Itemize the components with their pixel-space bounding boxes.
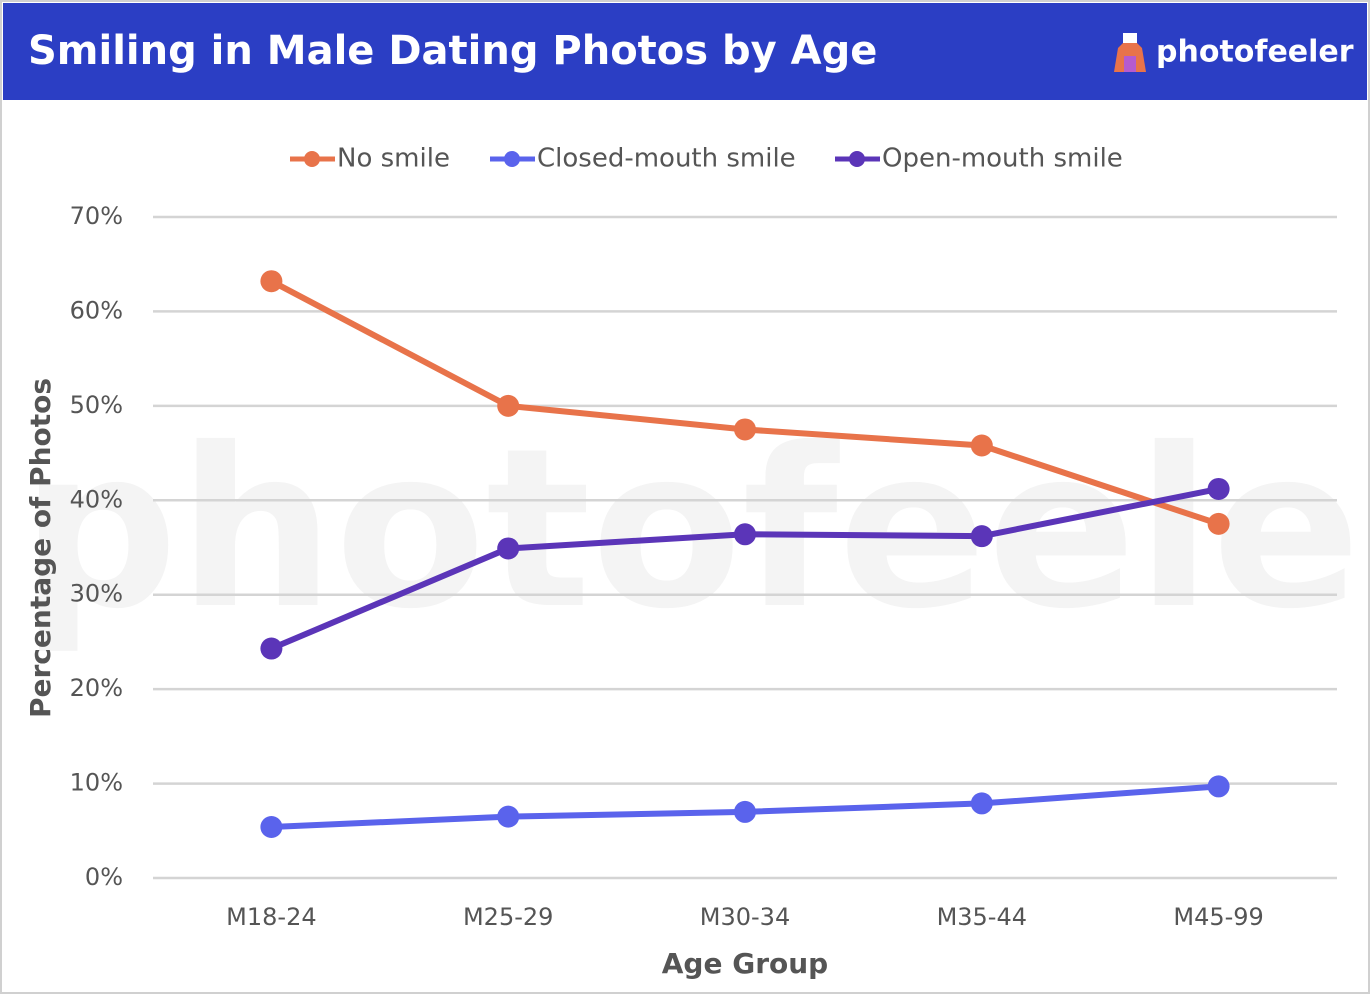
y-tick-label: 50%: [70, 391, 123, 419]
data-point: [260, 816, 283, 839]
data-point: [970, 792, 993, 815]
data-point: [734, 523, 756, 546]
brand-icon: [1114, 33, 1146, 72]
data-point: [970, 525, 993, 548]
data-point: [734, 418, 756, 441]
y-tick-label: 30%: [70, 580, 123, 608]
x-tick-label: M18-24: [226, 903, 316, 931]
x-tick-label: M25-29: [463, 903, 553, 931]
data-point: [497, 394, 520, 417]
y-axis-label: Percentage of Photos: [24, 378, 57, 718]
brand: photofeeler: [1156, 35, 1354, 70]
legend-marker: [849, 151, 865, 167]
data-point: [1207, 477, 1230, 500]
data-point: [1207, 512, 1230, 535]
chart-title: Smiling in Male Dating Photos by Age: [28, 28, 877, 74]
y-tick-label: 40%: [70, 485, 123, 513]
data-point: [970, 434, 993, 457]
y-tick-label: 70%: [70, 202, 123, 230]
x-tick-label: M30-34: [700, 903, 790, 931]
y-tick-label: 10%: [70, 769, 123, 797]
legend-label: Open-mouth smile: [882, 144, 1123, 174]
data-point: [497, 805, 520, 828]
watermark: photofeeler: [21, 401, 1370, 657]
data-point: [734, 800, 756, 823]
data-point: [497, 537, 520, 560]
legend-marker: [504, 151, 520, 167]
x-tick-label: M45-99: [1173, 903, 1263, 931]
y-tick-label: 20%: [70, 674, 123, 702]
data-point: [260, 270, 283, 293]
legend-label: Closed-mouth smile: [537, 144, 796, 174]
x-axis-label: Age Group: [662, 947, 828, 980]
legend-marker: [304, 151, 320, 167]
legend-label: No smile: [337, 144, 450, 174]
y-tick-label: 60%: [70, 296, 123, 324]
data-point: [1207, 775, 1230, 798]
y-tick-label: 0%: [85, 863, 123, 891]
x-tick-label: M35-44: [937, 903, 1027, 931]
data-point: [260, 637, 283, 660]
